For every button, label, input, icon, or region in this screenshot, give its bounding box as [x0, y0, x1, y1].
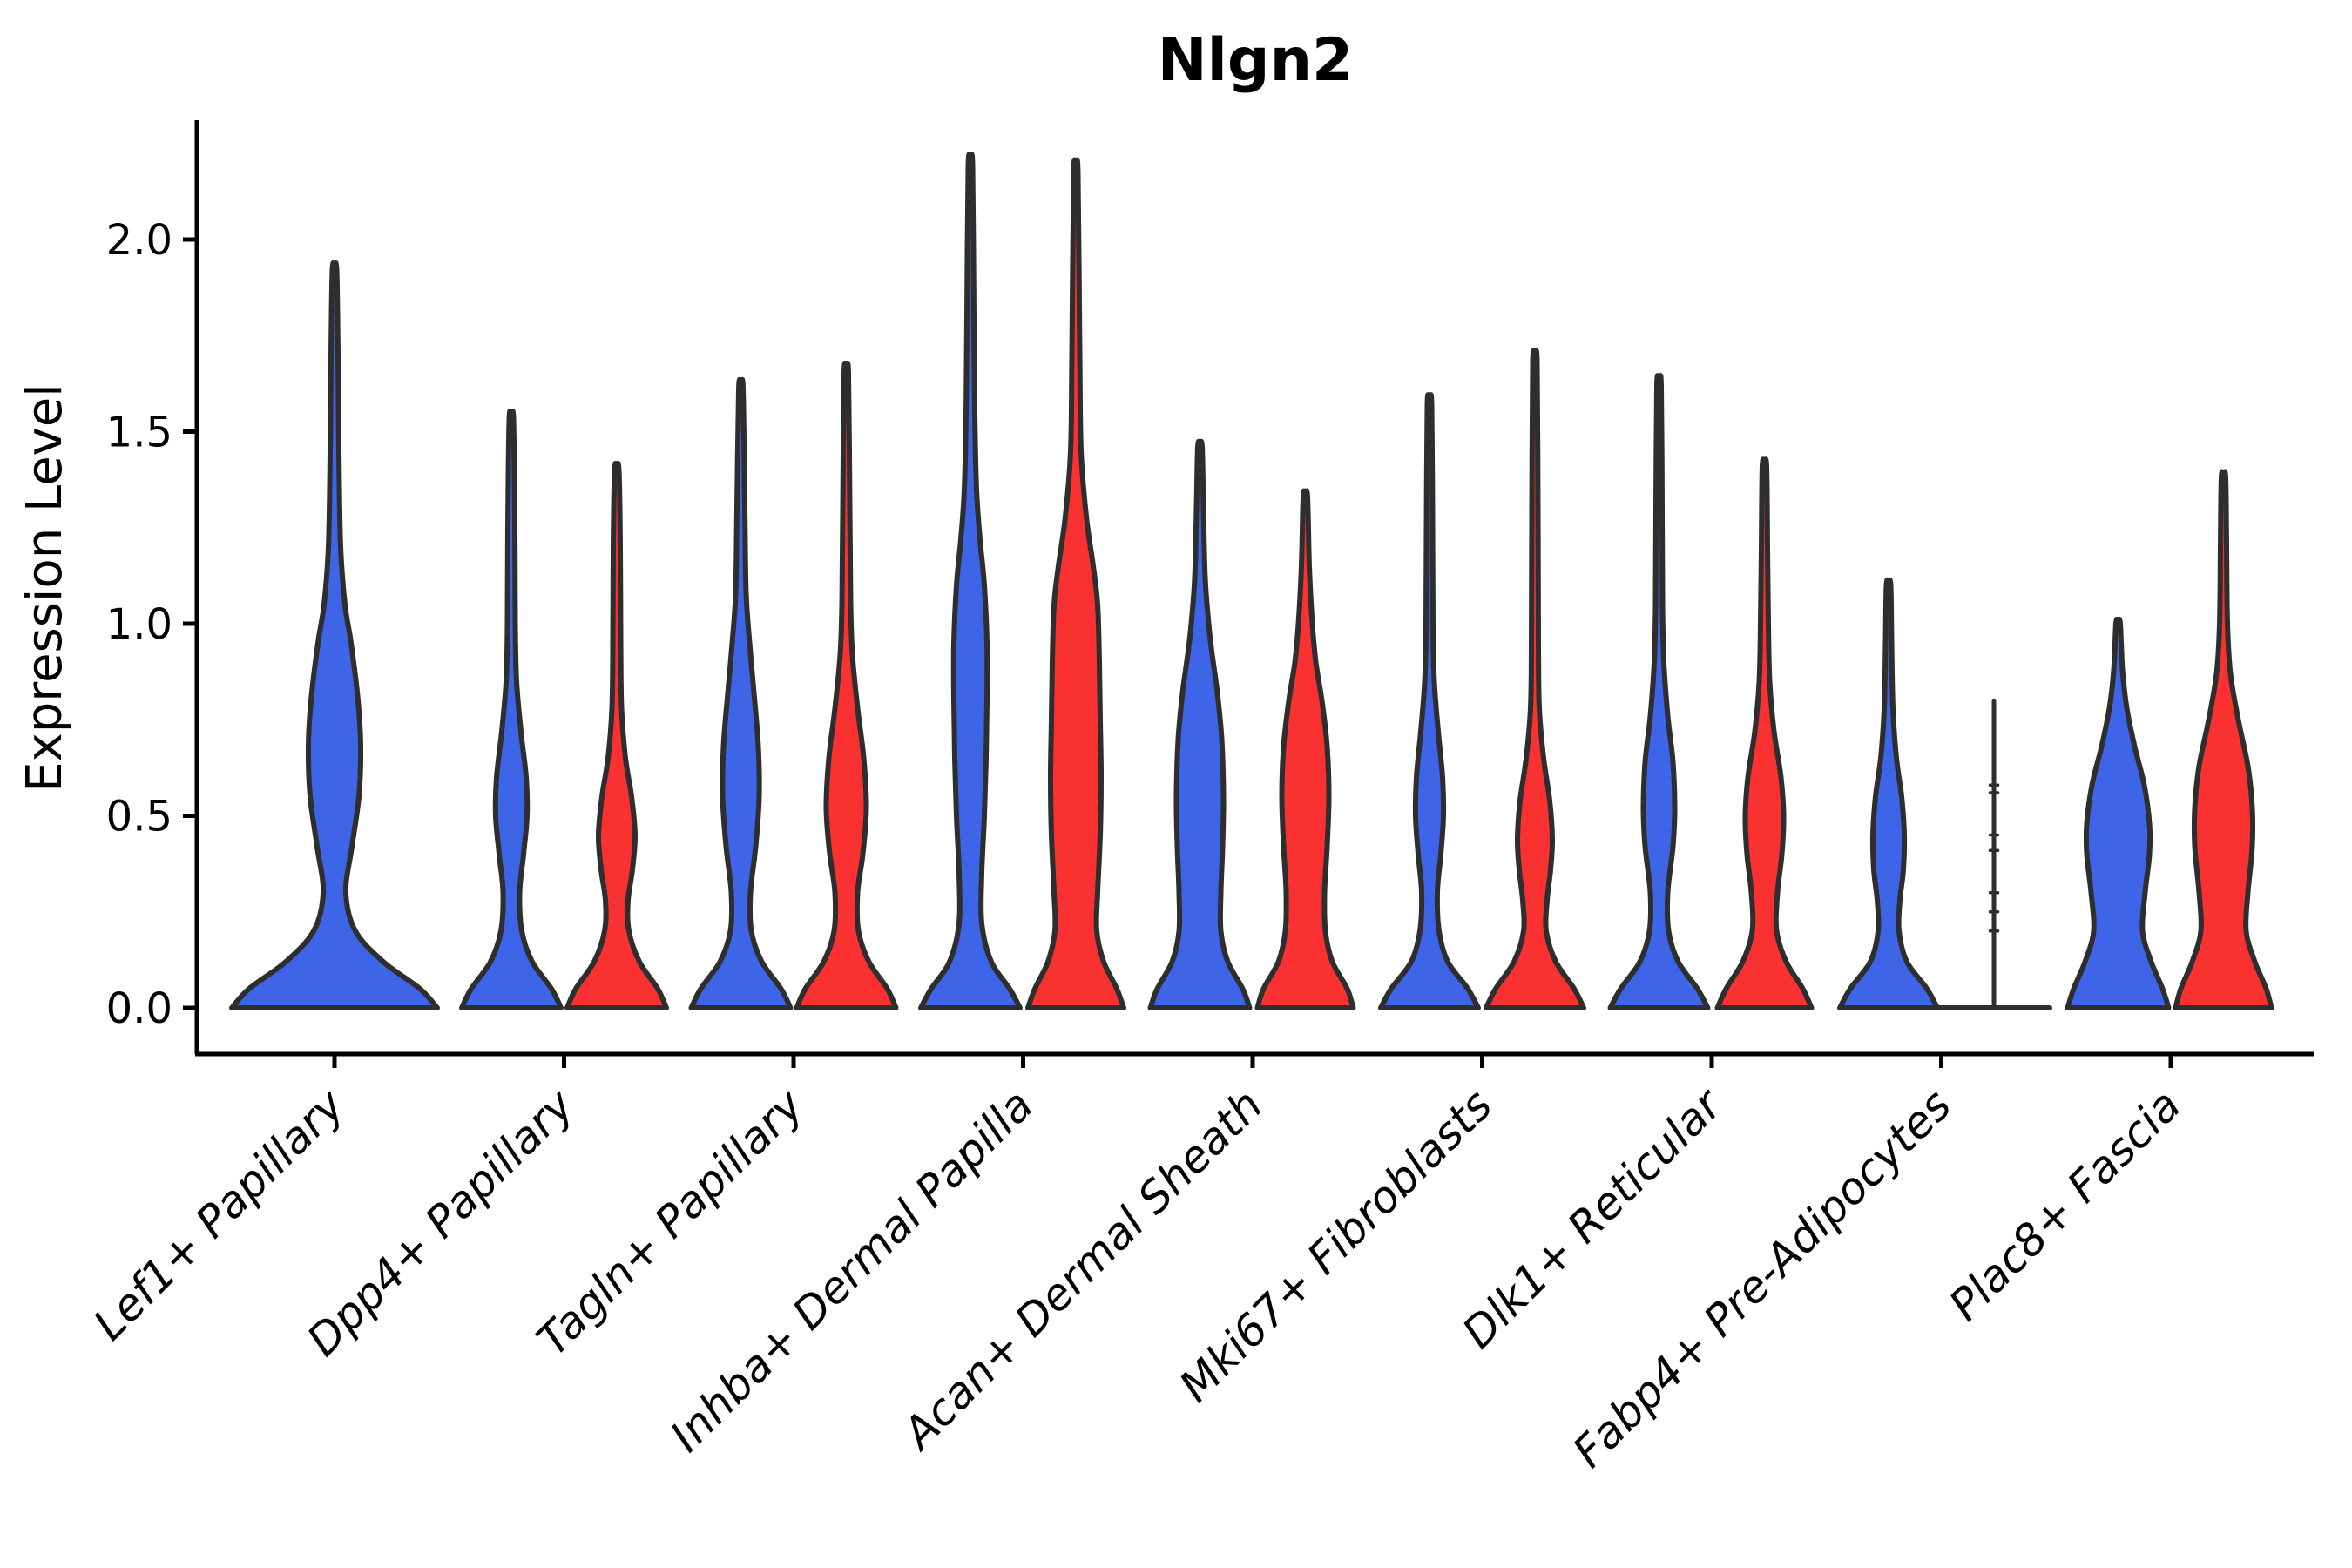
violin-blue-4: [1147, 438, 1253, 1010]
violin-red-7: [1936, 698, 2052, 1010]
violin-red-8: [2173, 469, 2274, 1010]
x-tick-label-7: Fabp4+ Pre-Adipocytes: [1563, 1079, 1961, 1477]
violin-red-1: [564, 460, 669, 1010]
violin-blue-5: [1378, 392, 1481, 1010]
violin-blue-0: [229, 260, 440, 1010]
violin-blue-1: [459, 409, 564, 1010]
violin-blue-8: [2065, 616, 2172, 1010]
x-tick-label-0: Lef1+ Papillary: [84, 1078, 355, 1349]
x-tick-label-3: Inhba+ Dermal Papilla: [661, 1079, 1043, 1461]
y-tick-label-2: 1.0: [106, 600, 172, 649]
plot-title: Nlgn2: [1158, 26, 1354, 95]
violin-blue-2: [688, 376, 794, 1010]
x-tick-label-8: Plac8+ Fascia: [1940, 1079, 2191, 1330]
y-tick-label-1: 0.5: [106, 793, 172, 841]
y-tick-label-4: 2.0: [106, 216, 172, 265]
violin-red-6: [1714, 456, 1815, 1010]
y-tick-label-0: 0.0: [106, 984, 172, 1033]
violin-red-2: [794, 360, 899, 1010]
violin-blue-7: [1837, 577, 1940, 1010]
y-axis-label: Expression Level: [17, 383, 73, 793]
violin-red-3: [1025, 157, 1126, 1010]
violin-blue-6: [1607, 373, 1711, 1010]
violin-red-4: [1254, 488, 1356, 1010]
violin-red-5: [1484, 348, 1586, 1010]
y-tick-label-3: 1.5: [106, 409, 172, 457]
violin-shapes: [229, 152, 2274, 1010]
violin-blue-3: [918, 152, 1023, 1010]
